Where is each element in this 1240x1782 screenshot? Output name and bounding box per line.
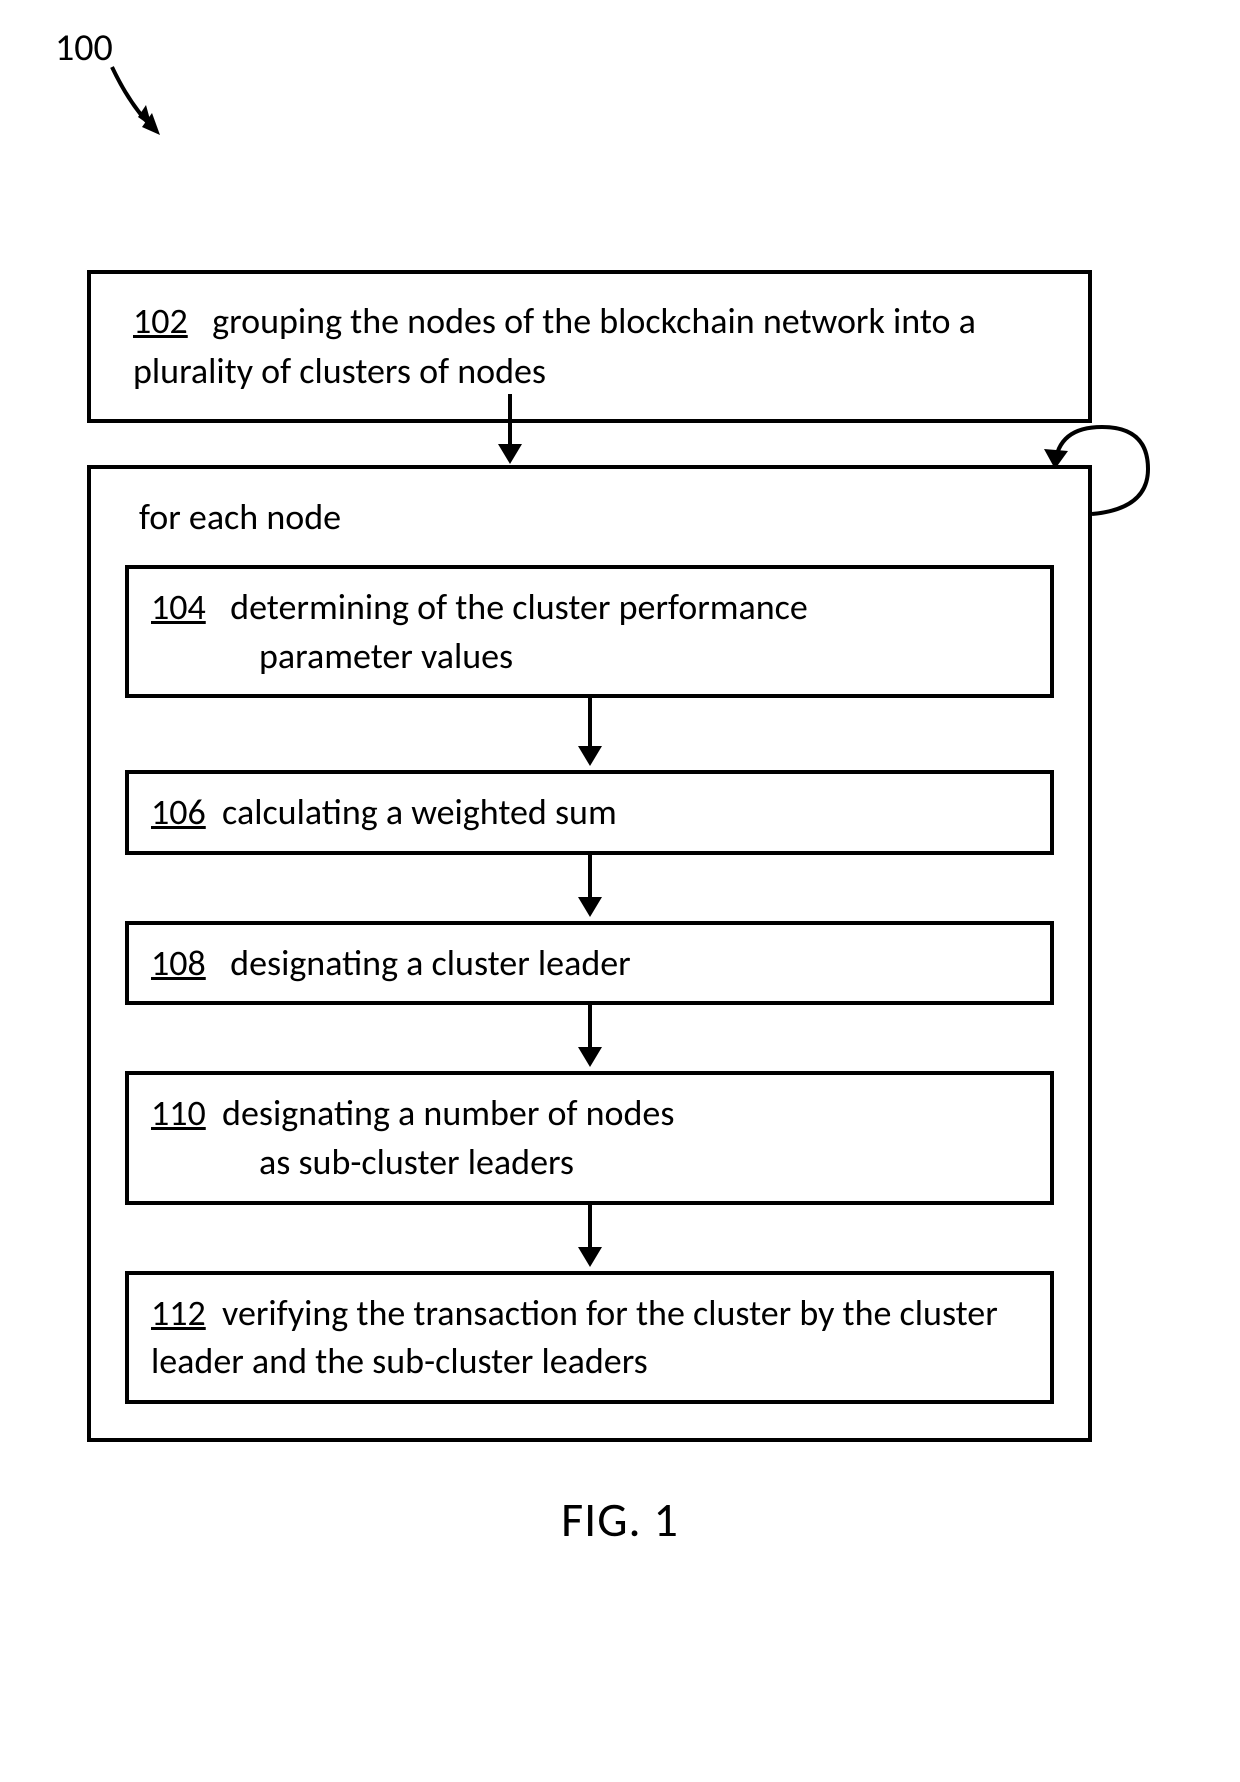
step-104-text2: parameter values (259, 632, 1028, 681)
step-106-num: 106 (151, 790, 206, 834)
step-112-num: 112 (151, 1291, 206, 1335)
step-108-text: designating a cluster leader (230, 941, 631, 985)
arrow-down-icon (570, 1005, 610, 1071)
step-102-label: grouping the nodes of the blockchain net… (133, 299, 976, 393)
step-106-box: 106 calculating a weighted sum (125, 770, 1054, 855)
step-110-text: designating a number of nodes (222, 1091, 674, 1135)
arrow-down-icon (570, 855, 610, 921)
step-102-box: 102 grouping the nodes of the blockchain… (87, 270, 1092, 423)
step-112-box: 112 verifying the transaction for the cl… (125, 1271, 1054, 1404)
step-110-box: 110 designating a number of nodes as sub… (125, 1071, 1054, 1204)
step-106-text: calculating a weighted sum (222, 790, 617, 834)
figure-caption: FIG. 1 (0, 1490, 1240, 1549)
pointer-arrow-icon (100, 55, 190, 150)
step-110-text2: as sub-cluster leaders (259, 1138, 1028, 1187)
loop-container: for each node 104 determining of the clu… (87, 465, 1092, 1442)
step-112-text: verifying the transaction for the cluste… (151, 1291, 998, 1384)
step-104-text: determining of the cluster performance (230, 585, 808, 629)
step-102-text: 102 grouping the nodes of the blockchain… (133, 296, 1046, 397)
step-104-box: 104 determining of the cluster performan… (125, 565, 1054, 698)
step-110-num: 110 (151, 1091, 206, 1135)
arrow-down-icon (570, 1205, 610, 1271)
step-104-num: 104 (151, 585, 206, 629)
step-102-num: 102 (133, 299, 188, 343)
step-108-num: 108 (151, 941, 206, 985)
arrow-down-icon (570, 698, 610, 770)
loop-label: for each node (139, 495, 1054, 539)
arrow-down-icon (490, 394, 530, 469)
step-108-box: 108 designating a cluster leader (125, 921, 1054, 1006)
